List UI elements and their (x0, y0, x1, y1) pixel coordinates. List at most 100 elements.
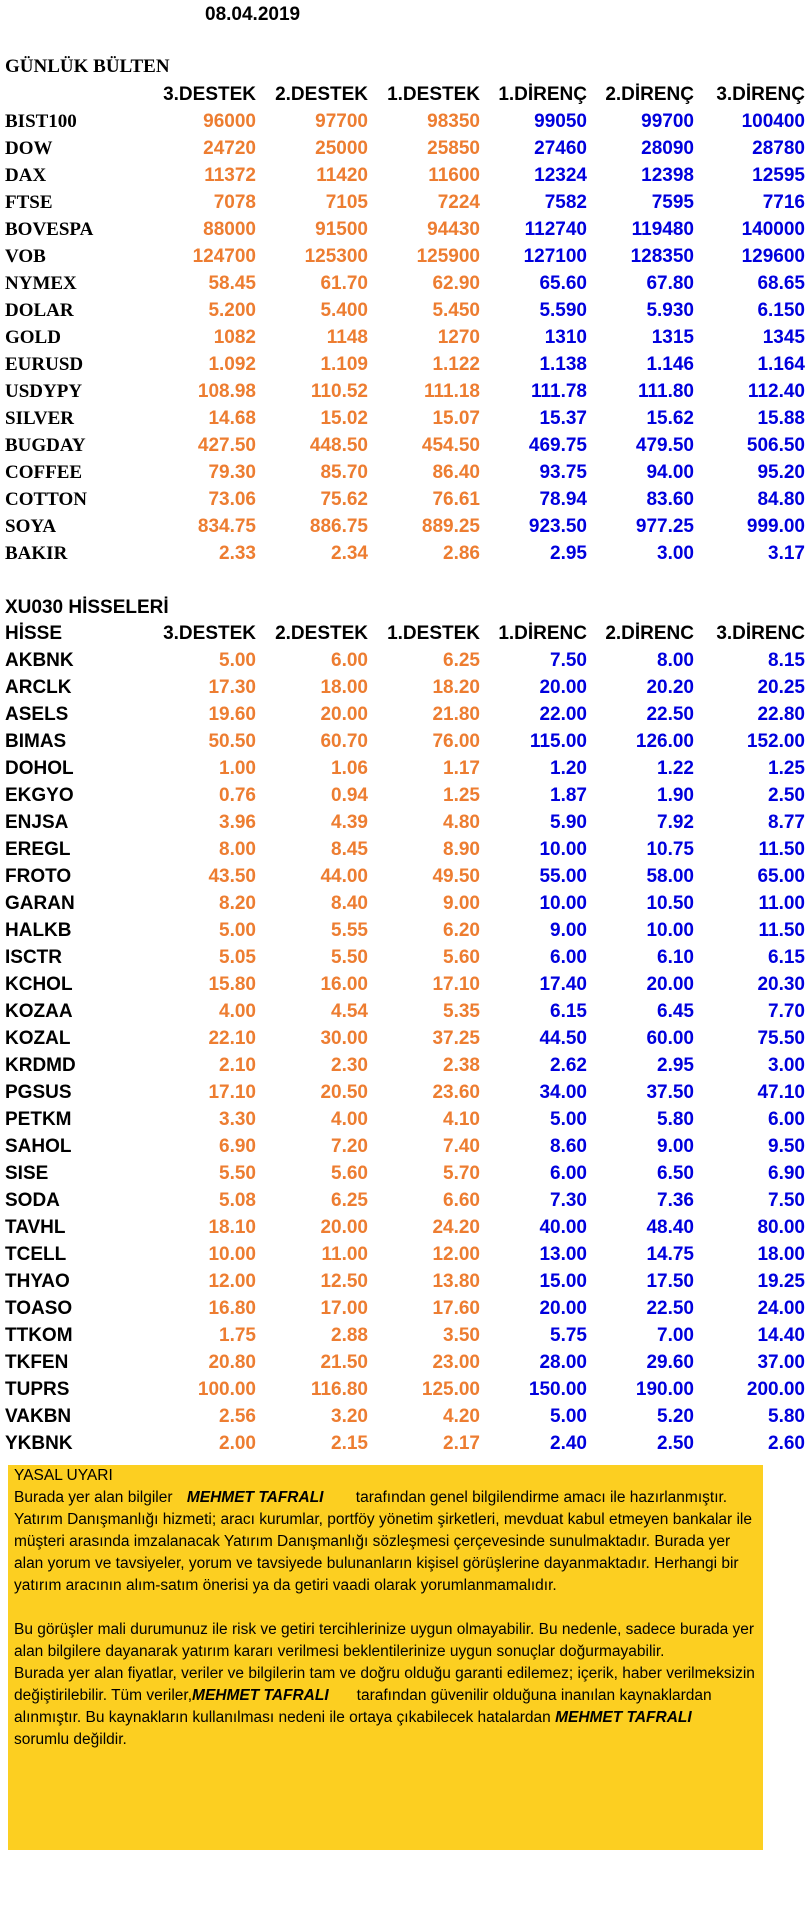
resistance-value: 6.00 (550, 947, 587, 968)
row-label: DAX (5, 165, 47, 186)
support-value: 98350 (427, 111, 480, 132)
support-value: 15.80 (208, 974, 256, 995)
bulletin-title: GÜNLÜK BÜLTEN (5, 56, 170, 77)
row-label: FROTO (5, 866, 72, 887)
support-value: 19.60 (208, 704, 256, 725)
support-value: 11.00 (321, 1244, 369, 1265)
resistance-value: 99050 (534, 111, 587, 132)
resistance-value: 5.20 (657, 1406, 694, 1427)
resistance-value: 7.50 (768, 1190, 805, 1211)
support-value: 60.70 (320, 731, 368, 752)
column-header-label: HİSSE (5, 623, 63, 644)
resistance-value: 3.00 (657, 543, 694, 564)
support-value: 12.50 (320, 1271, 368, 1292)
resistance-value: 20.00 (539, 677, 587, 698)
table-row: KCHOL 15.80 16.00 17.10 17.40 20.00 20.30 (0, 971, 809, 998)
resistance-value: 22.00 (539, 704, 587, 725)
support-value: 111.18 (423, 381, 480, 402)
support-value: 16.00 (320, 974, 368, 995)
table-row: USDYPY 108.98 110.52 111.18 111.78 111.80 112.… (0, 378, 809, 405)
resistance-value: 99700 (641, 111, 694, 132)
row-label: KOZAA (5, 1001, 73, 1022)
resistance-value: 6.00 (550, 1163, 587, 1184)
row-label: ASELS (5, 704, 69, 725)
resistance-value: 999.00 (746, 516, 805, 537)
resistance-value: 65.60 (539, 273, 587, 294)
support-value: 18.10 (208, 1217, 256, 1238)
support-value: 18.00 (320, 677, 368, 698)
support-value: 17.60 (432, 1298, 480, 1319)
table-row: TKFEN 20.80 21.50 23.00 28.00 29.60 37.00 (0, 1349, 809, 1376)
support-value: 17.30 (208, 677, 256, 698)
resistance-value: 111.78 (530, 381, 587, 402)
resistance-value: 68.65 (757, 273, 805, 294)
table-row: KOZAL 22.10 30.00 37.25 44.50 60.00 75.50 (0, 1025, 809, 1052)
support-value: 427.50 (197, 435, 256, 456)
row-label: ISCTR (5, 947, 62, 968)
support-value: 2.15 (331, 1433, 368, 1454)
column-header: 2.DESTEK (275, 623, 368, 644)
table-row: PGSUS 17.10 20.50 23.60 34.00 37.50 47.10 (0, 1079, 809, 1106)
support-value: 8.40 (331, 893, 368, 914)
support-value: 448.50 (309, 435, 368, 456)
resistance-value: 5.80 (657, 1109, 694, 1130)
support-value: 125.00 (421, 1379, 480, 1400)
support-value: 14.68 (208, 408, 256, 429)
resistance-value: 6.00 (768, 1109, 805, 1130)
resistance-value: 18.00 (757, 1244, 805, 1265)
support-value: 15.07 (432, 408, 480, 429)
resistance-value: 37.50 (646, 1082, 694, 1103)
row-label: YKBNK (5, 1433, 73, 1454)
row-label: EREGL (5, 839, 71, 860)
support-value: 116.80 (310, 1379, 368, 1400)
column-header: 1.DİRENÇ (498, 84, 587, 105)
support-value: 88000 (203, 219, 256, 240)
resistance-value: 10.75 (646, 839, 694, 860)
support-value: 5.00 (219, 650, 256, 671)
support-value: 2.17 (443, 1433, 480, 1454)
support-value: 21.50 (320, 1352, 368, 1373)
resistance-value: 7.70 (768, 1001, 805, 1022)
support-value: 17.00 (320, 1298, 368, 1319)
resistance-value: 5.00 (550, 1109, 587, 1130)
resistance-value: 13.00 (539, 1244, 587, 1265)
row-label: ENJSA (5, 812, 69, 833)
resistance-value: 5.80 (768, 1406, 805, 1427)
resistance-value: 7.36 (657, 1190, 694, 1211)
resistance-value: 7582 (544, 192, 587, 213)
resistance-value: 14.40 (757, 1325, 805, 1346)
table-row: FROTO 43.50 44.00 49.50 55.00 58.00 65.00 (0, 863, 809, 890)
support-value: 23.00 (432, 1352, 480, 1373)
column-header: 1.DESTEK (387, 623, 480, 644)
table-row: VAKBN 2.56 3.20 4.20 5.00 5.20 5.80 (0, 1403, 809, 1430)
support-value: 4.10 (443, 1109, 480, 1130)
resistance-value: 10.00 (539, 893, 587, 914)
resistance-value: 9.50 (768, 1136, 805, 1157)
resistance-value: 115.00 (529, 731, 587, 752)
table-row: TTKOM 1.75 2.88 3.50 5.75 7.00 14.40 (0, 1322, 809, 1349)
resistance-value: 2.50 (657, 1433, 694, 1454)
support-value: 20.00 (320, 1217, 368, 1238)
table-row: BIST100 96000 97700 98350 99050 99700 100400 (0, 108, 809, 135)
support-value: 5.35 (443, 1001, 480, 1022)
report-date: 08.04.2019 (205, 4, 301, 25)
support-value: 4.20 (443, 1406, 480, 1427)
resistance-value: 8.60 (550, 1136, 587, 1157)
support-value: 1082 (213, 327, 256, 348)
support-value: 125300 (304, 246, 368, 267)
column-header: 1.DESTEK (387, 84, 480, 105)
resistance-value: 1.25 (768, 758, 805, 779)
table-row: KRDMD 2.10 2.30 2.38 2.62 2.95 3.00 (0, 1052, 809, 1079)
resistance-value: 12595 (752, 165, 805, 186)
row-label: BIST100 (5, 111, 77, 132)
support-value: 110.52 (310, 381, 368, 402)
resistance-value: 5.90 (550, 812, 587, 833)
support-value: 73.06 (208, 489, 256, 510)
row-label: BUGDAY (5, 435, 86, 456)
support-value: 1.109 (320, 354, 368, 375)
table-row: SODA 5.08 6.25 6.60 7.30 7.36 7.50 (0, 1187, 809, 1214)
resistance-value: 5.75 (550, 1325, 587, 1346)
resistance-value: 12324 (534, 165, 587, 186)
table-row: EKGYO 0.76 0.94 1.25 1.87 1.90 2.50 (0, 782, 809, 809)
row-label: DOW (5, 138, 53, 159)
